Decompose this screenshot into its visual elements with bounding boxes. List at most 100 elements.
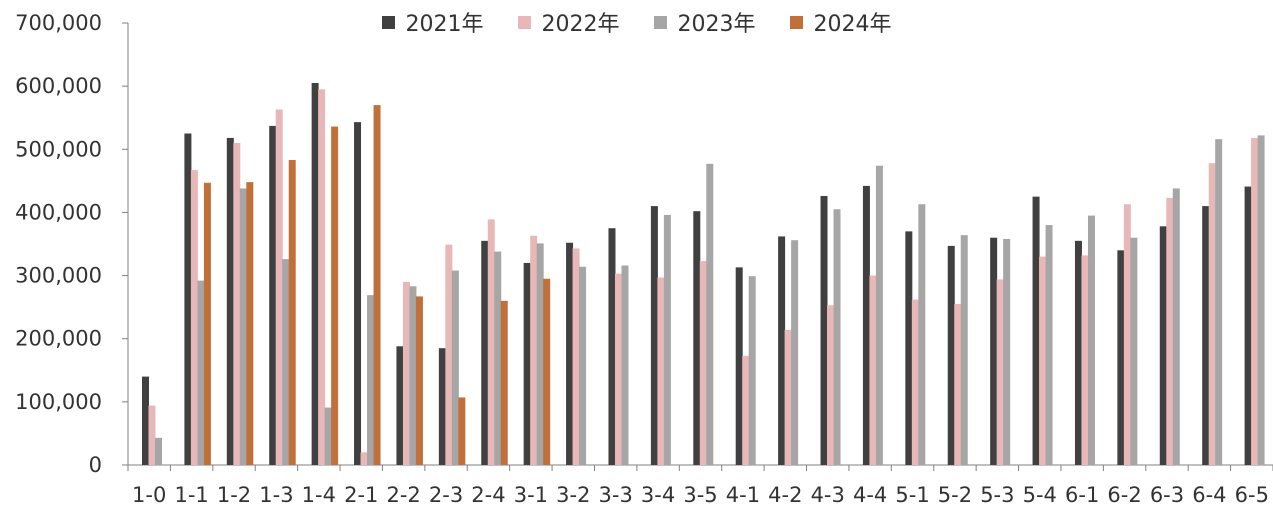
x-tick-label: 3-5: [683, 483, 717, 507]
bar-4-2-series-2: [791, 240, 798, 465]
bar-6-3-series-0: [1160, 226, 1167, 465]
x-tick-label: 2-1: [344, 483, 378, 507]
bar-6-3-series-1: [1166, 198, 1173, 465]
bar-6-5-series-0: [1245, 187, 1252, 465]
bar-4-1-series-2: [749, 276, 756, 465]
bar-3-4-series-1: [657, 277, 664, 465]
x-tick-label: 3-2: [556, 483, 590, 507]
bar-1-0-series-1: [149, 406, 156, 465]
bar-3-4-series-2: [664, 215, 671, 465]
bar-1-1-series-2: [197, 281, 204, 465]
x-tick-label: 2-3: [429, 483, 463, 507]
x-tick-label: 6-4: [1192, 483, 1226, 507]
bar-2-4-series-2: [494, 252, 501, 465]
bar-4-3-series-1: [827, 305, 834, 465]
bar-2-1-series-0: [354, 122, 361, 465]
bar-3-3-series-1: [615, 274, 622, 465]
bar-6-3-series-2: [1173, 188, 1180, 465]
bar-3-2-series-0: [566, 243, 573, 465]
x-tick-label: 1-1: [174, 483, 208, 507]
x-tick-label: 6-5: [1235, 483, 1269, 507]
bar-6-4-series-1: [1209, 163, 1216, 465]
x-tick-label: 2-2: [386, 483, 420, 507]
bar-2-3-series-3: [458, 397, 465, 465]
bar-6-2-series-0: [1117, 250, 1124, 465]
bar-5-2-series-0: [948, 246, 955, 465]
y-tick-label: 600,000: [15, 74, 102, 98]
bar-2-3-series-0: [439, 348, 446, 465]
bar-1-3-series-3: [289, 160, 296, 465]
bar-6-1-series-0: [1075, 241, 1082, 465]
bar-4-4-series-1: [869, 276, 876, 465]
bar-5-1-series-1: [912, 300, 919, 465]
bar-3-5-series-2: [706, 164, 713, 465]
bar-2-3-series-1: [445, 245, 452, 465]
bar-2-2-series-1: [403, 282, 410, 465]
bar-3-3-series-2: [621, 265, 628, 465]
y-tick-label: 300,000: [15, 264, 102, 288]
bar-1-2-series-1: [233, 143, 240, 465]
bar-1-2-series-2: [240, 188, 247, 465]
y-tick-label: 200,000: [15, 327, 102, 351]
bar-3-2-series-1: [573, 248, 580, 465]
x-tick-label: 4-1: [726, 483, 760, 507]
bar-2-4-series-0: [481, 241, 488, 465]
y-tick-label: 400,000: [15, 200, 102, 224]
bar-3-1-series-1: [530, 236, 537, 465]
bar-4-1-series-0: [736, 267, 743, 465]
bar-4-1-series-1: [742, 356, 749, 465]
bar-5-3-series-0: [990, 238, 997, 465]
bar-5-4-series-0: [1033, 197, 1040, 465]
bar-4-3-series-2: [834, 209, 841, 465]
bar-5-2-series-1: [954, 304, 961, 465]
bar-3-4-series-0: [651, 206, 658, 465]
x-tick-label: 1-2: [217, 483, 251, 507]
bar-1-3-series-0: [269, 126, 276, 465]
bar-6-2-series-1: [1124, 204, 1131, 465]
x-tick-label: 4-4: [853, 483, 887, 507]
bar-1-3-series-1: [276, 110, 283, 465]
bar-2-4-series-1: [488, 219, 495, 465]
bar-3-1-series-0: [524, 263, 531, 465]
bar-1-2-series-3: [246, 182, 253, 465]
bar-1-0-series-2: [155, 438, 162, 465]
bar-6-4-series-2: [1215, 139, 1222, 465]
x-tick-label: 3-3: [599, 483, 633, 507]
bar-6-5-series-2: [1258, 135, 1265, 465]
bar-1-4-series-3: [331, 127, 338, 465]
x-tick-label: 5-3: [980, 483, 1014, 507]
x-tick-label: 1-3: [259, 483, 293, 507]
bar-5-2-series-2: [961, 235, 968, 465]
x-tick-label: 6-2: [1107, 483, 1141, 507]
bar-2-4-series-3: [501, 301, 508, 465]
bar-3-2-series-2: [579, 267, 586, 465]
bar-4-3-series-0: [821, 196, 828, 465]
y-tick-label: 0: [89, 453, 102, 477]
bar-2-1-series-1: [361, 452, 368, 465]
bar-1-4-series-2: [325, 408, 332, 465]
bar-1-1-series-1: [191, 170, 198, 465]
bar-2-1-series-3: [374, 105, 381, 465]
bar-3-5-series-1: [700, 261, 707, 465]
bar-6-1-series-2: [1088, 216, 1095, 465]
bar-3-5-series-0: [693, 211, 700, 465]
bar-3-3-series-0: [608, 228, 615, 465]
bar-5-4-series-1: [1039, 257, 1046, 465]
bar-2-2-series-0: [396, 346, 403, 465]
bar-4-4-series-0: [863, 186, 870, 465]
bar-5-1-series-0: [905, 231, 912, 465]
bar-4-2-series-1: [785, 330, 792, 465]
bar-3-1-series-3: [543, 279, 550, 465]
x-tick-label: 1-4: [302, 483, 336, 507]
bar-1-1-series-0: [184, 134, 191, 466]
bar-5-3-series-2: [1003, 239, 1010, 465]
bar-6-4-series-0: [1202, 206, 1209, 465]
bar-5-3-series-1: [997, 279, 1004, 465]
bar-6-5-series-1: [1251, 138, 1258, 465]
bar-1-0-series-0: [142, 377, 149, 465]
bar-1-2-series-0: [227, 138, 234, 465]
bar-1-4-series-0: [312, 83, 319, 465]
bar-2-2-series-3: [416, 296, 423, 465]
bar-3-1-series-2: [537, 243, 544, 465]
x-tick-label: 5-4: [1023, 483, 1057, 507]
